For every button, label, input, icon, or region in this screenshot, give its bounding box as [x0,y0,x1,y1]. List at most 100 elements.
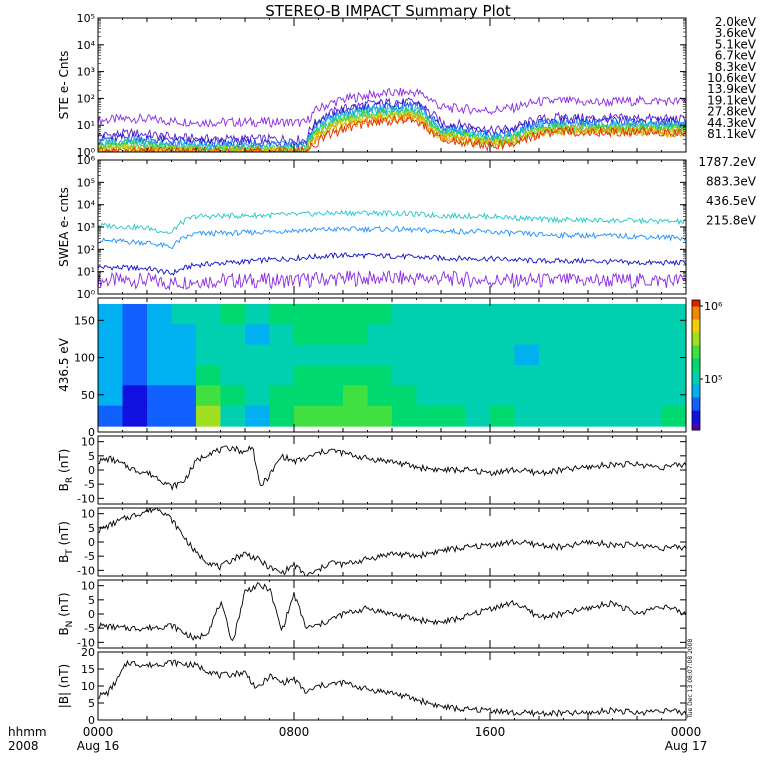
heatmap-cell [416,324,442,346]
heatmap-cell [171,365,197,386]
x-tick-label: 0800 [279,725,310,739]
heatmap-cell [122,303,148,325]
heatmap-cell [392,365,418,386]
y-tick-label: 0 [88,464,95,477]
heatmap-cell [416,365,442,386]
heatmap-cell [98,303,124,325]
heatmap-cell [588,344,614,366]
heatmap-cell [122,405,148,427]
y-tick-label: 0 [88,714,95,727]
heatmap-cell [269,324,295,346]
x-tick-label: 1600 [475,725,506,739]
panel-frame [97,17,687,153]
heatmap-cell [465,303,491,325]
heatmap-cell [465,365,491,386]
heatmap-cell [269,344,295,366]
heatmap-cell [245,405,271,427]
heatmap-cell [612,385,638,407]
y-tick-label: -5 [84,478,95,491]
heatmap-cell [588,385,614,407]
heatmap-cell [661,344,686,366]
series-line-436.5eV [98,225,686,250]
heatmap-cell [661,385,686,407]
y-tick-label: 10 [81,680,95,693]
heatmap-cell [220,303,246,325]
heatmap-cell [539,405,565,427]
y-tick-label: 10⁴ [77,199,96,212]
heatmap-cell [563,385,589,407]
y-tick-label: 0 [88,426,95,439]
y-tick-label: 5 [88,450,95,463]
y-tick-label: 0 [88,608,95,621]
legend-entry: 13.9keV [707,82,757,96]
x-tick-label: 0000 [671,725,702,739]
heatmap-cell [245,365,271,386]
y-tick-label: 10⁰ [77,288,96,301]
heatmap-cell [612,303,638,325]
plot-title: STEREO-B IMPACT Summary Plot [265,2,511,20]
heatmap-cell [392,324,418,346]
heatmap-cell [196,365,222,386]
y-axis-label: BR (nT) [57,449,75,492]
heatmap-cell [612,324,638,346]
heatmap-cell [318,324,344,346]
heatmap-cell [588,324,614,346]
y-axis-label: BT (nT) [57,521,75,563]
heatmap-cell [563,365,589,386]
heatmap-cell [637,324,663,346]
heatmap-cell [269,385,295,407]
heatmap-cell [245,303,271,325]
heatmap-cell [318,344,344,366]
heatmap-cell [98,385,124,407]
x-tick-label: 0000 [83,725,114,739]
heatmap-cell [367,324,393,346]
heatmap-cell [612,405,638,427]
heatmap-cell [661,405,686,427]
heatmap-cell [441,365,467,386]
legend-entry: 3.6keV [715,26,757,40]
y-axis-label: |B| (nT) [57,664,71,708]
heatmap-cell [588,303,614,325]
heatmap-cell [343,324,369,346]
legend-entry: 436.5eV [706,194,757,208]
heatmap-cell [637,303,663,325]
heatmap-cell [196,324,222,346]
heatmap-cell [147,303,173,325]
heatmap-cell [612,365,638,386]
heatmap-cell [147,324,173,346]
heatmap-cell [514,303,540,325]
legend-entry: 2.0keV [715,15,757,29]
heatmap-cell [269,303,295,325]
time-axis-corner-label: hhmm [8,725,47,739]
legend-entry: 10.6keV [707,71,757,85]
heatmap-cell [122,344,148,366]
heatmap-cell [171,303,197,325]
series-line-27.8keV [98,111,686,152]
colorbar: 10⁶ 10⁵ [691,299,723,431]
y-tick-label: -5 [84,550,95,563]
panel-frame [97,579,687,649]
heatmap-cell [220,405,246,427]
y-axis-label: SWEA e- cnts [57,187,71,267]
y-tick-label: 5 [88,522,95,535]
heatmap-cell [539,344,565,366]
heatmap-cell [441,344,467,366]
heatmap-cell [269,405,295,427]
heatmap-cell [196,344,222,366]
heatmap-cell [637,385,663,407]
heatmap-cell [367,303,393,325]
y-tick-label: 5 [88,594,95,607]
heatmap-cell [220,385,246,407]
y-axis-label: STE e- Cnts [57,51,71,120]
legend: 2.0keV3.6keV5.1keV6.7keV8.3keV10.6keV13.… [698,15,756,228]
panel-ste: 10⁰ 10¹ 10² 10³ 10⁴ 10⁵ STE e- Cnts [57,12,687,159]
series-line-215.8eV [98,209,686,235]
heatmap-cell [490,405,516,427]
heatmap-cell [269,365,295,386]
heatmap-cell [171,405,197,427]
heatmap-cell [220,344,246,366]
heatmap-cell [490,365,516,386]
heatmap-cell [661,303,686,325]
